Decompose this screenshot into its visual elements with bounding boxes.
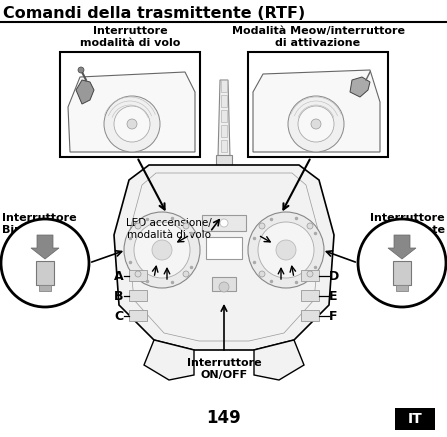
Polygon shape: [388, 235, 416, 259]
Circle shape: [124, 212, 200, 288]
Text: A: A: [114, 270, 124, 282]
Text: IT: IT: [408, 412, 422, 426]
Bar: [129, 290, 147, 301]
Circle shape: [134, 222, 190, 278]
Text: Interruttore
Bind: Interruttore Bind: [2, 213, 76, 235]
Bar: [221, 95, 227, 107]
Bar: [395, 408, 435, 430]
Bar: [216, 155, 232, 167]
Text: LED accensione/
modalità di volo: LED accensione/ modalità di volo: [126, 218, 212, 239]
Polygon shape: [76, 80, 94, 104]
Circle shape: [248, 212, 324, 288]
Circle shape: [276, 240, 296, 260]
Circle shape: [288, 96, 344, 152]
Circle shape: [311, 119, 321, 129]
Bar: [301, 290, 319, 301]
Bar: [202, 215, 246, 231]
Circle shape: [114, 106, 150, 142]
Circle shape: [219, 282, 229, 292]
Bar: [219, 167, 229, 173]
Circle shape: [298, 106, 334, 142]
Bar: [221, 140, 227, 152]
Text: 149: 149: [206, 409, 241, 427]
Circle shape: [358, 219, 446, 307]
Circle shape: [307, 271, 313, 277]
Bar: [393, 261, 411, 285]
Polygon shape: [114, 165, 334, 350]
Polygon shape: [350, 77, 370, 97]
Bar: [301, 310, 319, 321]
Circle shape: [135, 223, 141, 229]
Polygon shape: [254, 340, 304, 380]
Circle shape: [258, 222, 314, 278]
Circle shape: [307, 223, 313, 229]
Text: C: C: [114, 309, 123, 323]
Bar: [36, 261, 54, 285]
Circle shape: [152, 240, 172, 260]
Text: F: F: [329, 309, 337, 323]
Text: D: D: [329, 270, 339, 282]
Circle shape: [104, 96, 160, 152]
Bar: [221, 125, 227, 137]
Bar: [396, 285, 408, 291]
Polygon shape: [253, 70, 380, 152]
Circle shape: [259, 223, 265, 229]
Circle shape: [78, 67, 84, 73]
Text: B: B: [114, 289, 123, 302]
Circle shape: [220, 219, 228, 227]
Bar: [248, 52, 388, 157]
Text: Interruttore
modalità di volo: Interruttore modalità di volo: [80, 26, 180, 48]
Circle shape: [1, 219, 89, 307]
Text: E: E: [329, 289, 337, 302]
Bar: [129, 310, 147, 321]
Circle shape: [183, 223, 189, 229]
Circle shape: [127, 119, 137, 129]
Text: Comandi della trasmittente (RTF): Comandi della trasmittente (RTF): [3, 7, 305, 21]
Circle shape: [135, 271, 141, 277]
Bar: [221, 110, 227, 122]
Text: Modalità Meow/interruttore
di attivazione: Modalità Meow/interruttore di attivazion…: [232, 26, 405, 48]
Polygon shape: [31, 235, 59, 259]
Bar: [221, 80, 227, 92]
Polygon shape: [68, 72, 195, 152]
Text: Interruttore
Dual Rate: Interruttore Dual Rate: [371, 213, 445, 235]
Bar: [212, 277, 236, 291]
Polygon shape: [144, 340, 194, 380]
Bar: [301, 270, 319, 281]
Bar: [206, 237, 242, 259]
Text: Interruttore
ON/OFF: Interruttore ON/OFF: [187, 358, 261, 380]
Polygon shape: [218, 80, 230, 157]
Bar: [39, 285, 51, 291]
Circle shape: [259, 271, 265, 277]
Bar: [129, 270, 147, 281]
Circle shape: [183, 271, 189, 277]
Bar: [60, 52, 200, 157]
